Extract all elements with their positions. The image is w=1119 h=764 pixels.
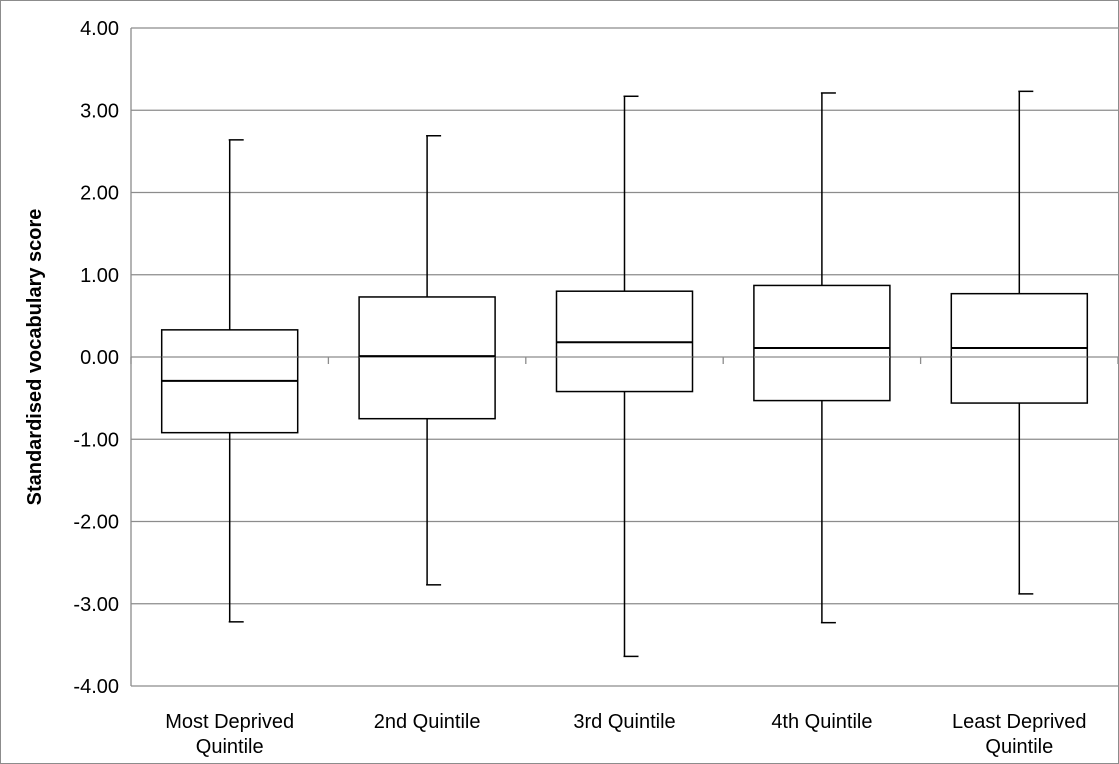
x-category-label: Quintile [985, 736, 1053, 758]
box-item [358, 134, 496, 586]
box-item [950, 90, 1089, 595]
y-tick-label: 3.00 [80, 100, 119, 122]
x-category-label: Least Deprived [952, 711, 1087, 733]
box-item [753, 92, 891, 624]
boxes [160, 90, 1089, 658]
box [358, 296, 496, 420]
x-category-label: 4th Quintile [771, 711, 872, 733]
y-tick-label: -1.00 [73, 429, 119, 451]
labels: -4.00 -3.00 -2.00 -1.00 0.00 1.00 2.00 3.00 4.00… [73, 18, 1086, 758]
x-category-label: 3rd Quintile [573, 711, 675, 733]
x-category-label: Quintile [196, 736, 264, 758]
x-category-label: Most Deprived [165, 711, 294, 733]
box-item [555, 95, 694, 658]
y-tick-label: -2.00 [73, 512, 119, 534]
box-item [160, 139, 299, 623]
box [753, 284, 891, 402]
y-tick-label: 2.00 [80, 183, 119, 205]
x-category-label: 2nd Quintile [374, 711, 481, 733]
y-axis-title: Standardised vocabulary score [24, 209, 46, 506]
y-tick-label: 4.00 [80, 18, 119, 40]
y-tick-label: -3.00 [73, 594, 119, 616]
y-tick-label: 1.00 [80, 265, 119, 287]
y-tick-label: -4.00 [73, 676, 119, 698]
y-tick-label: 0.00 [80, 347, 119, 369]
